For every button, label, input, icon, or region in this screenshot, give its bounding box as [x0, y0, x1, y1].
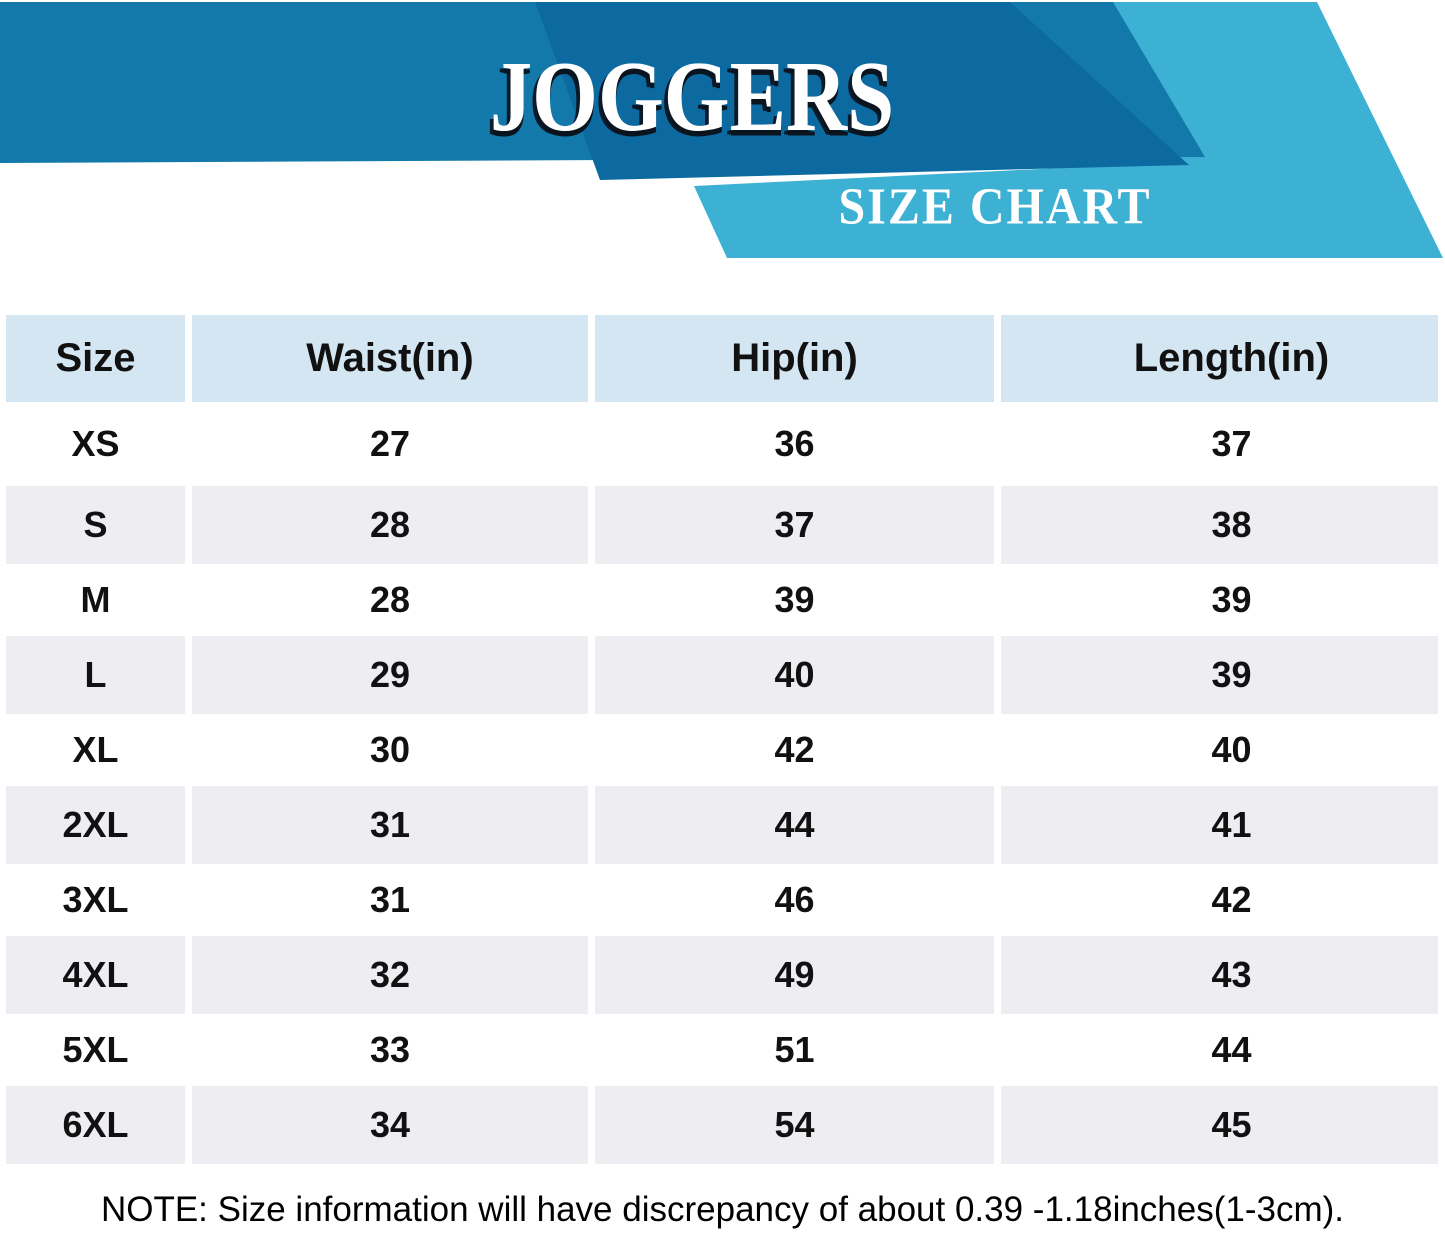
- table-cell: 54: [595, 1086, 994, 1164]
- size-label-cell: 4XL: [6, 936, 185, 1014]
- table-cell: 49: [595, 936, 994, 1014]
- table-cell: 51: [595, 1014, 994, 1086]
- table-cell: 46: [595, 864, 994, 936]
- size-label-cell: M: [6, 564, 185, 636]
- header-cell-size: Size: [6, 315, 185, 402]
- table-cell: 31: [192, 864, 588, 936]
- table-cell: 28: [192, 486, 588, 564]
- header-cell-waist: Waist(in): [192, 315, 588, 402]
- table-cell: 27: [192, 402, 588, 486]
- table-cell: 44: [1001, 1014, 1438, 1086]
- header-cell-length: Length(in): [1001, 315, 1438, 402]
- table-cell: 41: [1001, 786, 1438, 864]
- table-cell: 36: [595, 402, 994, 486]
- page-subtitle: SIZE CHART: [838, 178, 1152, 236]
- table-cell: 39: [1001, 564, 1438, 636]
- table-cell: 40: [595, 636, 994, 714]
- table-cell: 44: [595, 786, 994, 864]
- table-cell: 43: [1001, 936, 1438, 1014]
- size-label-cell: 5XL: [6, 1014, 185, 1086]
- table-cell: 38: [1001, 486, 1438, 564]
- size-label-cell: L: [6, 636, 185, 714]
- table-cell: 29: [192, 636, 588, 714]
- header-cell-hip: Hip(in): [595, 315, 994, 402]
- size-label-cell: XS: [6, 402, 185, 486]
- page-title: JOGGERS: [489, 41, 895, 153]
- table-cell: 45: [1001, 1086, 1438, 1164]
- size-label-cell: XL: [6, 714, 185, 786]
- size-label-cell: 3XL: [6, 864, 185, 936]
- size-table: Size Waist(in) Hip(in) Length(in) XS 27 36 37 S 2…: [6, 315, 1438, 1164]
- table-cell: 37: [1001, 402, 1438, 486]
- table-cell: 42: [595, 714, 994, 786]
- size-label-cell: 2XL: [6, 786, 185, 864]
- table-cell: 30: [192, 714, 588, 786]
- table-cell: 34: [192, 1086, 588, 1164]
- size-label-cell: 6XL: [6, 1086, 185, 1164]
- table-cell: 31: [192, 786, 588, 864]
- table-cell: 32: [192, 936, 588, 1014]
- table-cell: 33: [192, 1014, 588, 1086]
- size-label-cell: S: [6, 486, 185, 564]
- note-text: NOTE: Size information will have discrep…: [100, 1190, 1345, 1229]
- table-cell: 39: [595, 564, 994, 636]
- table-cell: 39: [1001, 636, 1438, 714]
- table-cell: 37: [595, 486, 994, 564]
- table-cell: 42: [1001, 864, 1438, 936]
- table-cell: 40: [1001, 714, 1438, 786]
- table-cell: 28: [192, 564, 588, 636]
